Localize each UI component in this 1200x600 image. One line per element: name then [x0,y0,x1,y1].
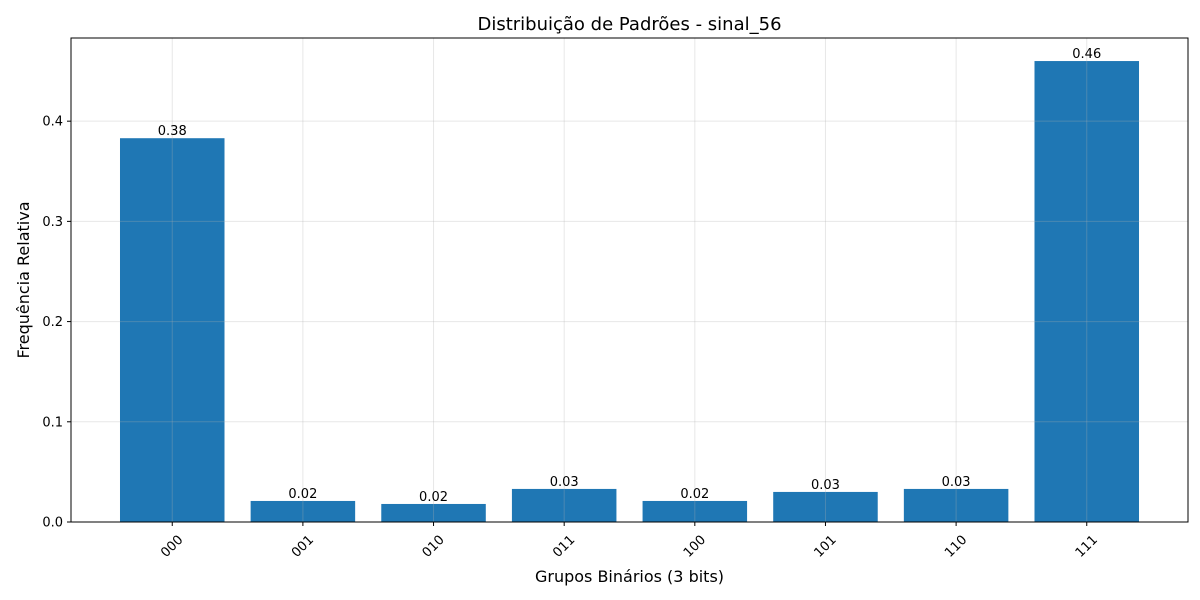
x-tick-label-010: 010 [420,533,448,561]
y-axis-label: Frequência Relativa [14,201,33,358]
axes-frame [70,37,1189,523]
bar-010 [381,503,486,522]
y-tick-label: 0.4 [42,115,63,130]
y-tick-label: 0.0 [42,516,63,531]
data-label-000: 0.38 [158,124,187,139]
bar-001 [250,500,356,522]
data-label-001: 0.02 [288,487,317,502]
data-labels: 0.38 0.02 0.02 0.03 0.02 0.03 0.03 0.46 [158,47,1101,505]
x-tick-label-000: 000 [158,533,186,561]
y-tick-label: 0.3 [42,215,63,230]
x-axis-label: Grupos Binários (3 bits) [535,567,724,586]
bar-000 [119,138,225,523]
bar-011 [511,488,617,522]
bar-100 [642,500,748,522]
data-label-110: 0.03 [942,475,971,490]
data-label-011: 0.03 [550,475,579,490]
x-tick-label-111: 111 [1073,533,1101,561]
grid-overlay [71,38,1188,523]
bar-101 [773,491,878,522]
data-label-100: 0.02 [680,487,709,502]
x-axis-ticks: 000 001 010 011 100 101 110 111 [158,522,1101,561]
x-tick-label-011: 011 [550,533,578,561]
bars [119,61,1140,523]
data-label-101: 0.03 [811,478,840,493]
x-tick-label-110: 110 [942,533,970,561]
x-tick-label-001: 001 [289,533,317,561]
data-label-010: 0.02 [419,490,448,505]
bar-110 [903,488,1009,522]
bar-111 [1034,61,1140,523]
y-axis-ticks: 0.0 0.1 0.2 0.3 0.4 [42,115,71,531]
y-tick-label: 0.1 [42,415,63,430]
chart-title: Distribuição de Padrões - sinal_56 [477,14,781,35]
x-tick-label-101: 101 [811,533,839,561]
data-label-111: 0.46 [1072,47,1101,62]
x-tick-label-100: 100 [681,533,709,561]
y-tick-label: 0.2 [42,315,63,330]
